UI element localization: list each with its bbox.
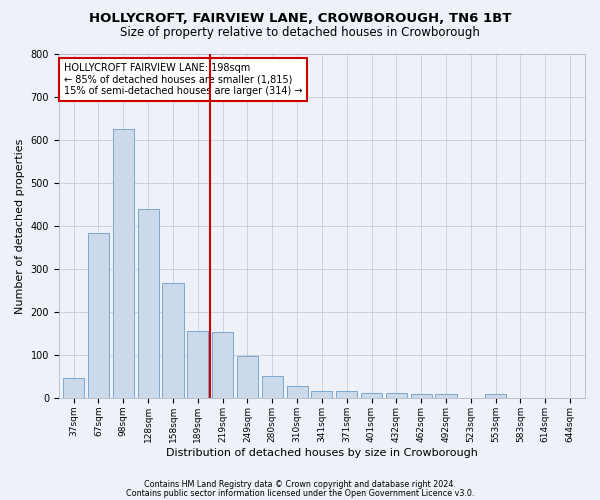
- Text: HOLLYCROFT, FAIRVIEW LANE, CROWBOROUGH, TN6 1BT: HOLLYCROFT, FAIRVIEW LANE, CROWBOROUGH, …: [89, 12, 511, 26]
- Bar: [113, 129, 134, 398]
- Text: HOLLYCROFT FAIRVIEW LANE: 198sqm
← 85% of detached houses are smaller (1,815)
15: HOLLYCROFT FAIRVIEW LANE: 198sqm ← 85% o…: [64, 62, 302, 96]
- Bar: [187, 332, 208, 398]
- Bar: [212, 332, 233, 398]
- Bar: [88, 234, 109, 398]
- Bar: [311, 392, 332, 398]
- Bar: [485, 394, 506, 398]
- Bar: [137, 209, 158, 398]
- Bar: [386, 393, 407, 398]
- Bar: [410, 394, 432, 398]
- Bar: [63, 378, 84, 398]
- Text: Size of property relative to detached houses in Crowborough: Size of property relative to detached ho…: [120, 26, 480, 39]
- X-axis label: Distribution of detached houses by size in Crowborough: Distribution of detached houses by size …: [166, 448, 478, 458]
- Bar: [163, 282, 184, 398]
- Bar: [287, 386, 308, 398]
- Bar: [361, 393, 382, 398]
- Bar: [237, 356, 258, 398]
- Text: Contains HM Land Registry data © Crown copyright and database right 2024.: Contains HM Land Registry data © Crown c…: [144, 480, 456, 489]
- Bar: [336, 392, 357, 398]
- Bar: [262, 376, 283, 398]
- Bar: [436, 394, 457, 398]
- Y-axis label: Number of detached properties: Number of detached properties: [15, 138, 25, 314]
- Text: Contains public sector information licensed under the Open Government Licence v3: Contains public sector information licen…: [126, 488, 474, 498]
